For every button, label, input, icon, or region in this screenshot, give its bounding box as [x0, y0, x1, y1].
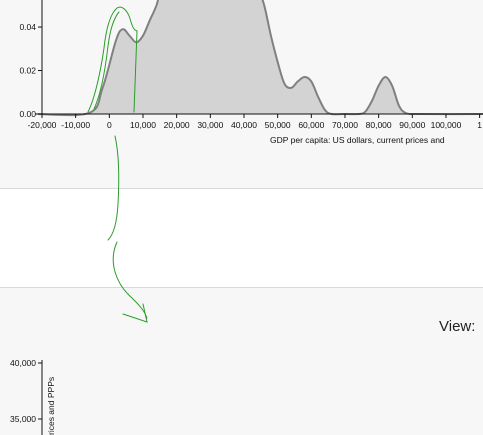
x-axis-label: GDP per capita: US dollars, current pric…	[270, 135, 445, 145]
y-axis-ticks: 0.00 0.02 0.04	[19, 22, 42, 119]
x-tick: 40,000	[231, 114, 257, 130]
x-tick-label: 20,000	[164, 120, 190, 130]
freehand-annotation	[87, 6, 148, 323]
y-tick-label: 0.04	[19, 22, 36, 32]
x-tick: 60,000	[298, 114, 325, 130]
x-tick: 20,000	[164, 114, 190, 130]
view-selector-label[interactable]: View:	[439, 318, 476, 335]
bottom-y-axis-ticks: 40,000 35,000	[10, 358, 42, 424]
density-chart: 0.00 0.02 0.04 -20,000 -10,000 0 10,000 20,000…	[19, 0, 483, 145]
x-tick: 100,000	[431, 114, 462, 130]
x-tick-label: -10,000	[61, 120, 90, 130]
x-tick: 0	[107, 114, 112, 130]
x-tick-label: 90,000	[399, 120, 425, 130]
annotation-outline-stroke	[87, 6, 138, 113]
x-axis-ticks: -20,000 -10,000 0 10,000 20,000 30,000 40,000 5…	[28, 114, 482, 130]
annotation-inner-stroke	[93, 11, 120, 110]
bottom-y-tick: 35,000	[10, 414, 42, 424]
bottom-y-axis-label: rices and PPPs	[46, 377, 56, 435]
x-tick: 1	[477, 114, 482, 130]
x-tick: 10,000	[130, 114, 156, 130]
x-tick: 30,000	[197, 114, 224, 130]
annotation-down-stroke	[107, 135, 120, 241]
x-tick-label: 1	[477, 120, 482, 130]
annotation-arrow-stroke	[112, 241, 148, 319]
bottom-y-tick: 40,000	[10, 358, 42, 368]
x-tick-label: 80,000	[366, 120, 392, 130]
x-tick-label: 10,000	[130, 120, 156, 130]
y-tick-label: 0.02	[19, 66, 36, 76]
bottom-chart-panel	[0, 288, 483, 435]
y-tick-label: 0.00	[19, 109, 36, 119]
annotation-arrowhead	[122, 303, 148, 323]
x-tick: -10,000	[61, 114, 90, 130]
x-tick-label: 30,000	[197, 120, 223, 130]
x-tick: 80,000	[366, 114, 392, 130]
x-tick-label: 60,000	[298, 120, 324, 130]
bottom-line-chart: 40,000 35,000 rices and PPPs	[10, 358, 56, 435]
middle-blank-panel	[0, 188, 483, 288]
y-tick: 0.02	[19, 66, 42, 76]
y-tick: 0.00	[19, 109, 42, 119]
x-tick: -20,000	[28, 114, 57, 130]
y-tick: 0.04	[19, 22, 42, 32]
x-tick-label: -20,000	[28, 120, 57, 130]
x-tick-label: 40,000	[231, 120, 257, 130]
x-tick: 90,000	[399, 114, 426, 130]
bottom-y-tick-label: 40,000	[10, 358, 36, 368]
x-tick-label: 0	[107, 120, 112, 130]
bottom-y-tick-label: 35,000	[10, 414, 36, 424]
x-tick: 50,000	[265, 114, 291, 130]
x-tick-label: 50,000	[265, 120, 291, 130]
x-tick: 70,000	[332, 114, 358, 130]
x-tick-label: 100,000	[431, 120, 462, 130]
x-tick-label: 70,000	[332, 120, 358, 130]
